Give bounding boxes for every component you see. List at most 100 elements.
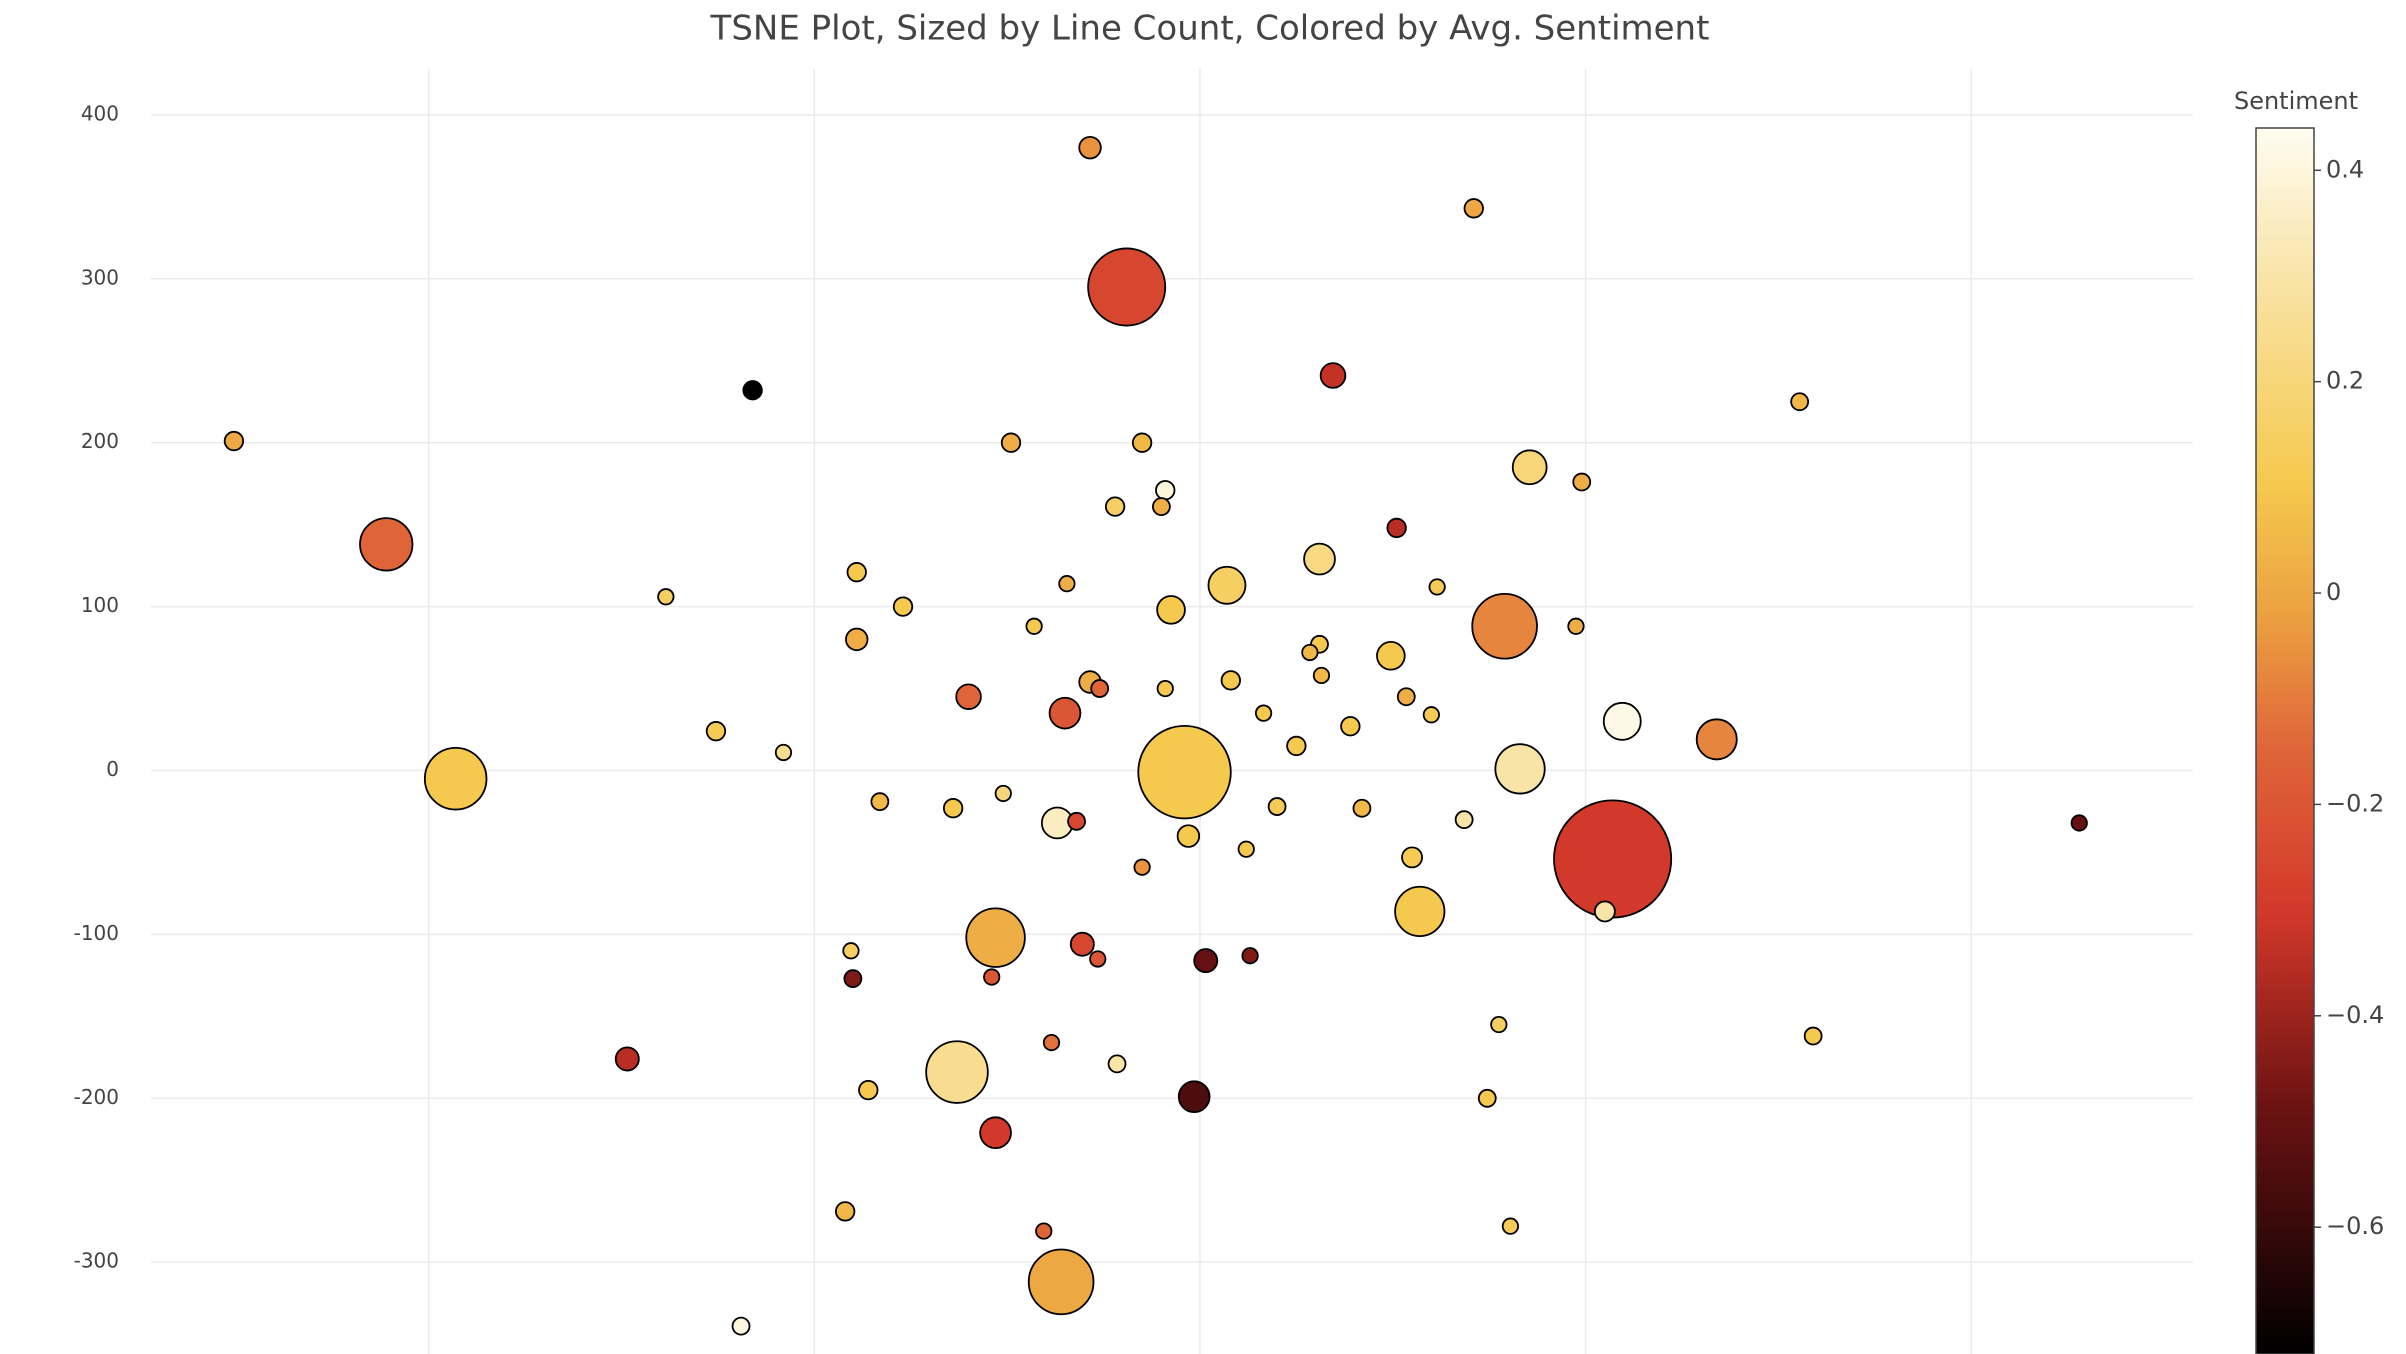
bubble <box>1401 846 1423 869</box>
bubble <box>1156 679 1174 698</box>
bubble <box>2070 814 2088 832</box>
bubble <box>1220 670 1241 691</box>
bubble <box>1267 797 1287 816</box>
bubble <box>1352 798 1372 818</box>
chart-title: TSNE Plot, Sized by Line Count, Colored … <box>710 9 1710 49</box>
bubble <box>1078 135 1102 160</box>
bubble <box>846 562 867 583</box>
bubble <box>1254 704 1273 722</box>
bubble <box>1087 247 1167 327</box>
bubble <box>1553 799 1673 919</box>
bubble <box>1319 362 1347 389</box>
colorbar-tick-label: −0.2 <box>2326 789 2384 817</box>
bubble <box>1090 679 1110 698</box>
marks <box>223 135 2088 1336</box>
bubble <box>1000 432 1022 453</box>
bubble <box>1131 432 1153 453</box>
bubble <box>955 683 982 710</box>
bubble <box>1454 810 1474 830</box>
bubble <box>1155 480 1176 501</box>
bubble <box>1394 885 1446 938</box>
bubble <box>1477 1088 1497 1108</box>
bubble <box>1695 718 1738 761</box>
bubble <box>1572 472 1592 492</box>
bubble <box>1593 900 1616 923</box>
bubble <box>1286 735 1307 757</box>
y-tick-label: -300 <box>74 1249 119 1273</box>
bubble <box>1396 687 1416 707</box>
colorbar-tick-label: 0.4 <box>2326 155 2364 183</box>
bubble <box>1790 392 1810 412</box>
colorbar-tick-label: −0.4 <box>2326 1001 2384 1029</box>
bubble <box>1463 198 1484 219</box>
grid <box>151 69 2193 1354</box>
colorbar-title: Sentiment <box>2234 87 2358 115</box>
bubble <box>423 746 488 811</box>
y-tick-label: 0 <box>106 757 119 781</box>
bubble <box>657 588 675 606</box>
bubble <box>1490 1015 1508 1034</box>
bubble <box>1567 617 1585 635</box>
bubble <box>1241 947 1259 965</box>
y-tick-label: 200 <box>81 429 119 453</box>
bubble <box>731 1316 751 1336</box>
bubble <box>925 1040 989 1104</box>
bubble <box>359 517 414 572</box>
bubble <box>1501 1217 1520 1235</box>
bubble <box>223 430 245 452</box>
bubble <box>1042 1033 1061 1052</box>
bubble <box>1089 950 1107 968</box>
bubble <box>1803 1026 1823 1046</box>
bubble <box>843 969 863 989</box>
bubble <box>1152 497 1171 517</box>
bubble <box>1133 858 1151 876</box>
bubble <box>1428 578 1446 596</box>
bubble <box>842 942 860 960</box>
y-tick-label: 300 <box>81 265 119 289</box>
bubble <box>1494 743 1546 795</box>
bubble <box>1471 592 1538 660</box>
bubble <box>1137 724 1232 820</box>
bubble <box>1193 948 1219 974</box>
y-tick-label: -100 <box>74 921 119 945</box>
bubble <box>1035 1222 1053 1240</box>
bubble <box>870 792 890 812</box>
bubble <box>1156 595 1186 625</box>
bubble <box>1025 617 1043 635</box>
bubble <box>1058 575 1076 593</box>
bubble <box>1303 542 1336 576</box>
bubble <box>1312 666 1331 685</box>
colorbar-tick-label: 0.2 <box>2326 367 2364 395</box>
bubble <box>1069 931 1095 957</box>
y-tick-label: 100 <box>81 593 119 617</box>
bubble <box>979 1116 1012 1150</box>
bubble <box>614 1046 640 1072</box>
bubble <box>942 798 964 819</box>
bubble <box>835 1201 856 1222</box>
bubble <box>1104 496 1126 517</box>
bubble <box>1386 517 1407 539</box>
bubble <box>1422 706 1440 724</box>
colorbar-tick-label: 0 <box>2326 578 2341 606</box>
bubble <box>1027 1248 1095 1316</box>
y-tick-label: 400 <box>81 101 119 125</box>
bubble <box>892 596 914 617</box>
bubble <box>1107 1054 1127 1074</box>
bubble <box>1207 565 1247 605</box>
colorbar <box>2255 127 2315 1354</box>
bubble <box>858 1079 879 1101</box>
colorbar-tick-label: −0.6 <box>2326 1212 2384 1240</box>
bubble <box>1602 701 1642 741</box>
bubble <box>1067 811 1086 831</box>
bubble <box>1511 449 1548 486</box>
bubble <box>1340 716 1361 737</box>
bubble <box>965 907 1026 968</box>
bubble <box>845 627 869 652</box>
bubble <box>1237 840 1255 858</box>
bubble <box>994 784 1012 803</box>
bubble <box>774 743 793 762</box>
bubble <box>1176 824 1201 848</box>
bubble <box>1376 640 1406 671</box>
